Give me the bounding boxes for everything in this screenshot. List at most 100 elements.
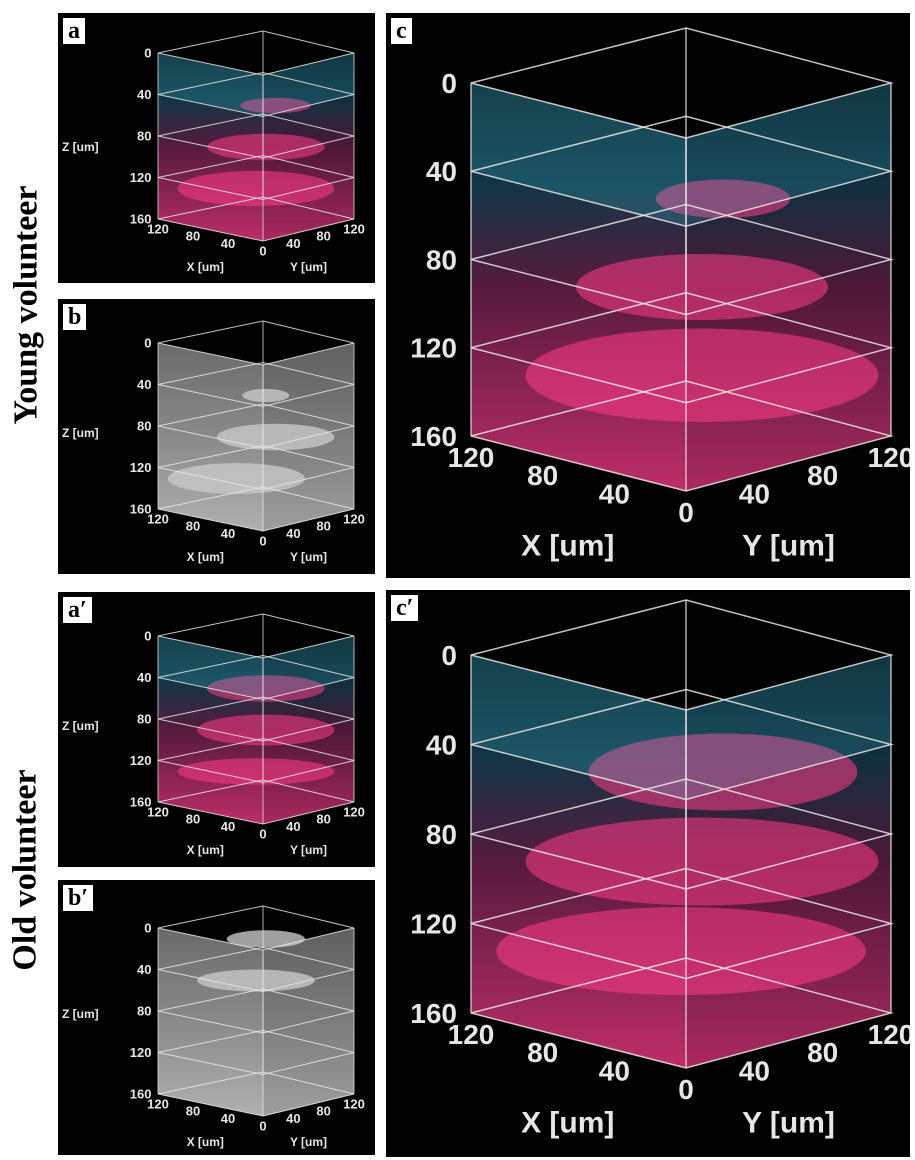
x-tick-label: 80 <box>186 519 200 534</box>
x-tick-label: 0 <box>678 1074 694 1105</box>
z-axis: 0 40 80 120 160 Z [um] <box>62 46 152 227</box>
z-axis-label: Z [um] <box>62 426 99 440</box>
z-tick-label: 0 <box>144 629 151 644</box>
x-tick-label: 40 <box>221 526 235 541</box>
x-tick-label: 0 <box>259 1118 266 1133</box>
y-tick-label: 80 <box>316 812 330 827</box>
tissue-region <box>207 133 325 161</box>
tissue-region <box>177 170 335 207</box>
z-tick-label: 120 <box>130 1045 152 1060</box>
z-tick-label: 80 <box>426 244 457 275</box>
tissue-region <box>197 714 335 746</box>
young-volunteer-label: Young volunteer <box>7 185 44 425</box>
x-tick-label: 0 <box>259 826 266 841</box>
y-tick-label: 80 <box>316 1104 330 1119</box>
z-axis: 0 40 80 120 160 <box>410 640 457 1029</box>
x-axis-label: X [um] <box>187 843 224 857</box>
y-axis-label: Y [um] <box>290 550 327 564</box>
panel-label-c: c <box>390 17 413 45</box>
volume-cube <box>470 599 894 1069</box>
z-tick-label: 0 <box>144 921 151 936</box>
tissue-region <box>167 463 305 494</box>
x-axis: 120 80 40 0 X [um] <box>147 1096 266 1149</box>
panel-b: b 0 40 80 120 160 Z [um] 120 80 40 0 X [um] 40 80 120… <box>58 299 375 574</box>
x-tick-label: 40 <box>221 236 235 251</box>
x-tick-label: 0 <box>259 533 266 548</box>
x-tick-label: 120 <box>147 221 169 236</box>
z-tick-label: 160 <box>130 212 152 227</box>
panel-label-a: a <box>62 17 86 45</box>
tissue-region <box>177 758 335 785</box>
z-axis-label: Z [um] <box>62 1007 99 1021</box>
x-tick-label: 80 <box>186 1104 200 1119</box>
z-axis-label: Z [um] <box>62 719 99 733</box>
y-tick-label: 120 <box>343 1096 365 1111</box>
z-tick-label: 40 <box>137 377 151 392</box>
old-volunteer-label: Old volunteer <box>7 769 45 971</box>
x-tick-label: 40 <box>221 1111 235 1126</box>
epidermis-layer <box>686 83 891 227</box>
y-tick-label: 120 <box>343 221 365 236</box>
x-axis: 120 80 40 0 X [um] <box>448 1019 694 1140</box>
x-tick-label: 120 <box>147 1096 169 1111</box>
z-tick-label: 0 <box>441 68 457 99</box>
z-axis-label: Z [um] <box>62 140 99 154</box>
x-axis-label: X [um] <box>187 550 224 564</box>
z-tick-label: 80 <box>137 712 151 727</box>
tissue-region <box>496 907 866 995</box>
y-tick-label: 120 <box>868 1019 910 1050</box>
y-tick-label: 40 <box>286 236 300 251</box>
x-tick-label: 0 <box>259 243 266 258</box>
z-tick-label: 80 <box>137 129 151 144</box>
y-axis-label: Y [um] <box>290 1135 327 1149</box>
volume-cube <box>157 613 355 825</box>
y-tick-label: 80 <box>316 229 330 244</box>
z-tick-label: 40 <box>137 87 151 102</box>
y-axis: 40 80 120 Y [um] <box>286 1096 365 1149</box>
y-axis: 40 80 120 Y [um] <box>286 221 365 274</box>
z-tick-label: 120 <box>130 170 152 185</box>
y-tick-label: 40 <box>286 819 300 834</box>
volume-cube <box>470 27 894 492</box>
epidermis-layer <box>263 636 354 700</box>
volume-cube <box>157 320 355 532</box>
z-tick-label: 120 <box>410 908 457 939</box>
x-axis-label: X [um] <box>521 1106 614 1139</box>
panel-a-prime: a′ 0 40 80 120 160 Z [um] 120 80 40 0 X [um] 40 80 12… <box>58 592 375 867</box>
z-tick-label: 40 <box>137 670 151 685</box>
z-tick-label: 40 <box>426 729 457 760</box>
y-tick-label: 120 <box>343 511 365 526</box>
tissue-region <box>576 254 828 320</box>
z-tick-label: 160 <box>410 421 457 452</box>
y-axis-label: Y [um] <box>742 1106 835 1139</box>
tissue-region <box>226 930 305 948</box>
y-tick-label: 40 <box>286 526 300 541</box>
x-tick-label: 0 <box>678 497 694 528</box>
tissue-region <box>525 328 879 422</box>
panel-label-c-prime: c′ <box>390 594 420 622</box>
tissue-region <box>242 388 290 403</box>
z-tick-label: 80 <box>137 419 151 434</box>
x-axis: 120 80 40 0 X [um] <box>448 442 694 563</box>
y-axis-label: Y [um] <box>290 843 327 857</box>
y-tick-label: 80 <box>807 460 838 491</box>
z-tick-label: 160 <box>130 502 152 517</box>
x-axis: 120 80 40 0 X [um] <box>147 804 266 857</box>
z-tick-label: 80 <box>137 1004 151 1019</box>
tissue-region <box>216 423 335 451</box>
z-tick-label: 120 <box>130 753 152 768</box>
y-axis-label: Y [um] <box>742 529 835 562</box>
x-tick-label: 80 <box>527 460 558 491</box>
z-tick-label: 160 <box>130 795 152 810</box>
z-tick-label: 160 <box>410 998 457 1029</box>
y-tick-label: 40 <box>739 1055 770 1086</box>
y-tick-label: 80 <box>316 519 330 534</box>
z-tick-label: 0 <box>144 46 151 61</box>
panel-a: a 0 40 80 120 160 Z [um] 120 80 40 0 X [um] 40 80 120… <box>58 13 375 283</box>
x-tick-label: 40 <box>599 1055 630 1086</box>
